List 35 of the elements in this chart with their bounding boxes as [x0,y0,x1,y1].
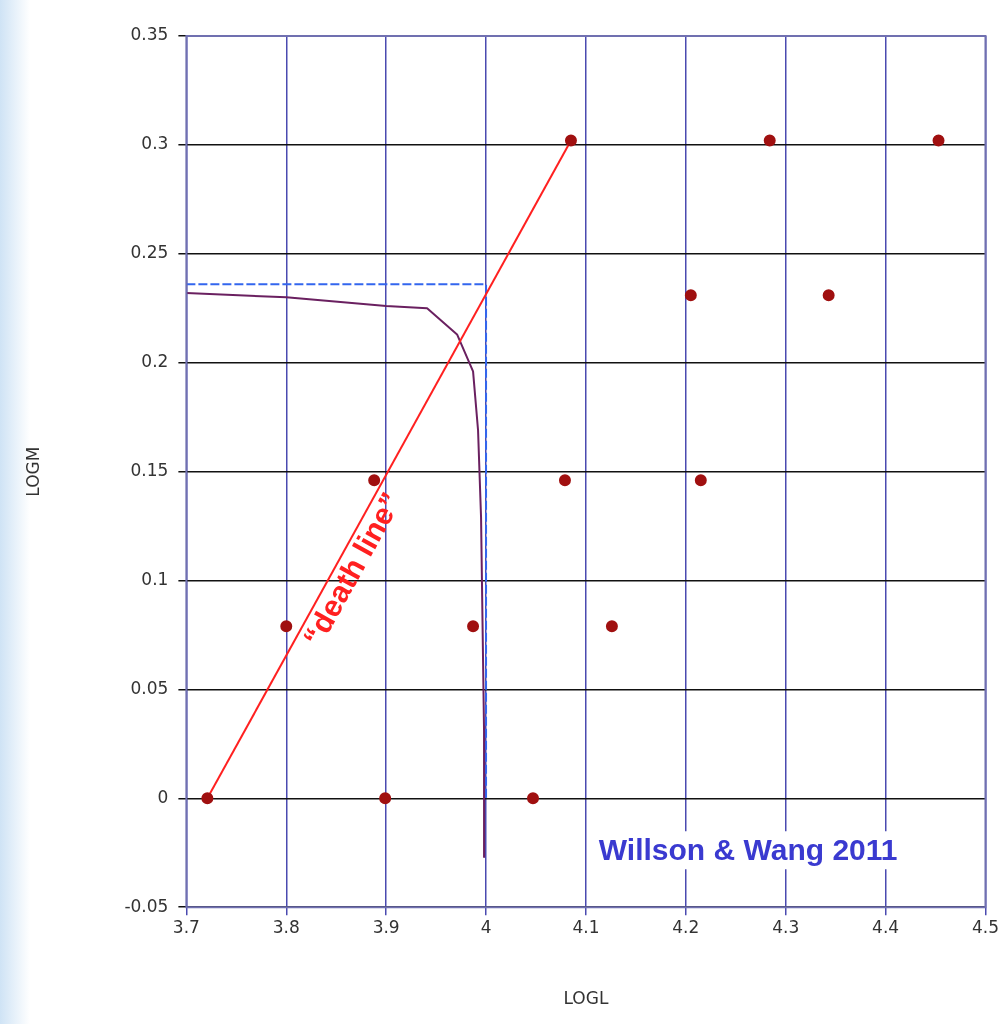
point [763,134,776,147]
x-axis-title: LOGL [563,988,609,1009]
point [526,792,539,805]
y-tick-label: 0.2 [141,351,169,372]
point [822,289,835,302]
point [368,474,381,487]
point [467,620,480,633]
y-tick-label: 0.25 [130,242,169,263]
x-tick-label: 3.8 [272,916,300,937]
x-tick-label: 4 [480,916,492,937]
x-tick-label: 4.1 [572,916,600,937]
annotation: Willson & Wang 2011 [598,833,898,867]
y-tick-label: 0.35 [130,24,169,45]
y-tick-label: 0.1 [141,568,169,589]
point [694,474,707,487]
point [201,792,214,805]
x-tick-label: 3.7 [172,916,200,937]
point [684,289,697,302]
x-tick-label: 4.3 [772,916,800,937]
point [558,474,571,487]
y-tick-label: 0.05 [130,677,169,698]
x-tick-label: 4.5 [971,916,1000,937]
y-tick-label: 0.3 [141,133,169,154]
point [564,134,577,147]
x-tick-label: 4.4 [872,916,900,937]
point [605,620,618,633]
x-tick-label: 3.9 [372,916,400,937]
x-tick-label: 4.2 [672,916,700,937]
y-tick-label: 0 [157,786,169,807]
point [379,792,392,805]
point [932,134,945,147]
y-tick-label: -0.05 [124,895,169,916]
y-axis-title: LOGM [22,446,43,497]
y-tick-label: 0.15 [130,460,169,481]
point [280,620,293,633]
